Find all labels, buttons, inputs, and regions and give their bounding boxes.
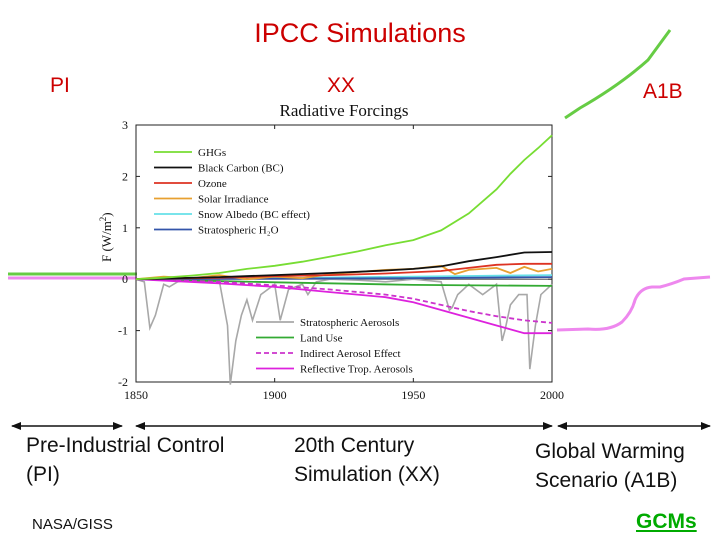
gcms-link[interactable]: GCMs: [636, 510, 697, 533]
legend-label-land: Land Use: [300, 333, 343, 345]
caption-pre-industrial: Pre-Industrial Control (PI): [26, 434, 225, 486]
y-axis-label: F (W/m2): [98, 212, 114, 262]
caption-global-warming: Global Warming Scenario (A1B): [535, 440, 685, 492]
chart-title: Radiative Forcings: [280, 101, 409, 120]
series-line-indirect: [135, 278, 553, 324]
series-line-land: [135, 278, 553, 287]
x-tick-label: 1900: [263, 388, 287, 402]
slide-title: IPCC Simulations: [254, 18, 466, 48]
legend-bottom: Stratospheric Aerosols Land Use Indirect A…: [256, 317, 413, 376]
legend-label-ozone: Ozone: [198, 178, 227, 190]
y-tick-label: -1: [118, 324, 128, 338]
credit-nasa-giss: NASA/GISS: [32, 516, 113, 533]
series-lines: [135, 134, 553, 385]
era-label-pi: PI: [50, 74, 70, 97]
x-tick-label: 1850: [124, 388, 148, 402]
axis-ticks: 1850 1900 1950 2000 -2 -1 0 1 2 3: [118, 118, 564, 402]
legend-label-solar: Solar Irradiance: [198, 194, 269, 206]
series-line-bc: [135, 251, 553, 281]
legend-label-bc: Black Carbon (BC): [198, 163, 284, 175]
y-tick-label: 0: [122, 272, 128, 286]
series-line-strat-h2o: [135, 276, 553, 281]
x-tick-label: 2000: [540, 388, 564, 402]
a1b-ghg-projection: [564, 29, 672, 120]
caption-20th-century: 20th Century Simulation (XX): [294, 434, 440, 486]
legend-label-indirect: Indirect Aerosol Effect: [300, 348, 401, 360]
era-decorations: [8, 29, 711, 332]
y-tick-label: -2: [118, 375, 128, 389]
y-tick-label: 3: [122, 118, 128, 132]
legend-label-snow: Snow Albedo (BC effect): [198, 209, 310, 221]
legend-label-ghg: GHGs: [198, 147, 226, 159]
plot-frame: [135, 124, 553, 383]
legend-label-strat-h2o: Stratospheric H₂O: [198, 225, 279, 237]
era-label-xx: XX: [327, 74, 356, 97]
series-line-reflective: [135, 278, 552, 335]
x-tick-label: 1950: [401, 388, 425, 402]
era-label-a1b: A1B: [643, 80, 683, 103]
legend-label-strat-aer: Stratospheric Aerosols: [300, 317, 399, 329]
legend-label-reflective: Reflective Trop. Aerosols: [300, 364, 413, 376]
y-tick-label: 2: [122, 169, 128, 183]
y-tick-label: 1: [122, 221, 128, 235]
legend-top: GHGs Black Carbon (BC) Ozone Solar Irradian…: [154, 147, 310, 237]
series-line-ghg: [135, 134, 553, 281]
a1b-aerosol-projection: [556, 275, 711, 332]
